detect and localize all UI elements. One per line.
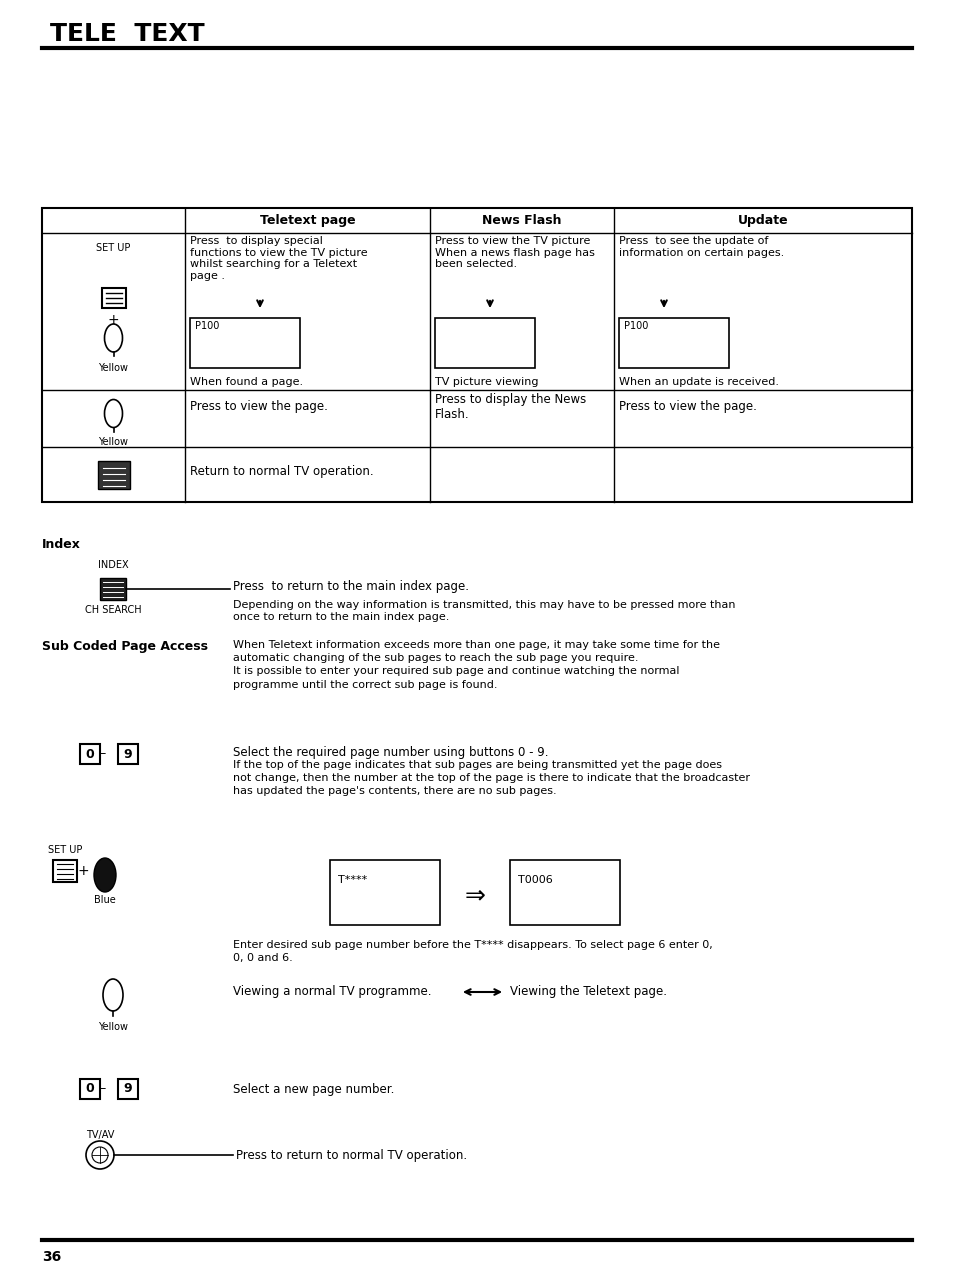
Text: Yellow: Yellow xyxy=(98,364,129,372)
Text: News Flash: News Flash xyxy=(482,214,561,227)
Text: +: + xyxy=(77,864,89,878)
Text: Viewing the Teletext page.: Viewing the Teletext page. xyxy=(510,986,666,998)
Text: INDEX: INDEX xyxy=(97,561,128,570)
Text: Press to display the News
Flash.: Press to display the News Flash. xyxy=(435,393,586,421)
Bar xyxy=(510,860,619,925)
Text: 36: 36 xyxy=(42,1251,61,1265)
Text: Select a new page number.: Select a new page number. xyxy=(233,1083,394,1096)
Text: TELE  TEXT: TELE TEXT xyxy=(50,22,204,46)
Text: ⇒: ⇒ xyxy=(464,883,485,908)
Text: 9: 9 xyxy=(124,748,132,760)
Text: Select the required page number using buttons 0 - 9.: Select the required page number using bu… xyxy=(233,746,548,759)
Bar xyxy=(101,288,126,308)
Bar xyxy=(42,209,911,502)
Bar xyxy=(97,461,130,489)
Bar xyxy=(190,317,299,369)
Text: When an update is received.: When an update is received. xyxy=(618,378,779,387)
Text: When found a page.: When found a page. xyxy=(190,378,303,387)
Text: CH SEARCH: CH SEARCH xyxy=(85,605,141,614)
Text: Update: Update xyxy=(737,214,787,227)
Bar xyxy=(330,860,439,925)
Bar xyxy=(80,1079,100,1100)
Text: Press to view the TV picture
When a news flash page has
been selected.: Press to view the TV picture When a news… xyxy=(435,236,595,269)
Bar xyxy=(118,1079,138,1100)
Text: Teletext page: Teletext page xyxy=(259,214,355,227)
Text: If the top of the page indicates that sub pages are being transmitted yet the pa: If the top of the page indicates that su… xyxy=(233,760,749,796)
Text: +: + xyxy=(108,314,119,326)
Text: Press  to return to the main index page.: Press to return to the main index page. xyxy=(233,580,469,593)
Text: once to return to the main index page.: once to return to the main index page. xyxy=(233,612,449,622)
Text: 9: 9 xyxy=(124,1083,132,1096)
Text: TV picture viewing: TV picture viewing xyxy=(435,378,537,387)
Text: SET UP: SET UP xyxy=(48,845,82,855)
Text: Press to view the page.: Press to view the page. xyxy=(190,399,328,413)
Text: 0: 0 xyxy=(86,748,94,760)
Text: Press  to see the update of
information on certain pages.: Press to see the update of information o… xyxy=(618,236,783,257)
Bar xyxy=(53,860,77,882)
Text: Blue: Blue xyxy=(94,895,115,905)
Text: Press to return to normal TV operation.: Press to return to normal TV operation. xyxy=(235,1148,467,1161)
Text: Press to view the page.: Press to view the page. xyxy=(618,399,756,413)
Text: 0: 0 xyxy=(86,1083,94,1096)
Text: SET UP: SET UP xyxy=(96,243,131,253)
Text: Viewing a normal TV programme.: Viewing a normal TV programme. xyxy=(233,986,431,998)
Text: Depending on the way information is transmitted, this may have to be pressed mor: Depending on the way information is tran… xyxy=(233,600,735,611)
Text: Index: Index xyxy=(42,538,81,550)
Text: P100: P100 xyxy=(194,321,219,332)
Text: TV/AV: TV/AV xyxy=(86,1130,114,1140)
Bar xyxy=(100,579,126,600)
Text: P100: P100 xyxy=(623,321,648,332)
Text: –: – xyxy=(100,748,106,760)
Text: Return to normal TV operation.: Return to normal TV operation. xyxy=(190,465,374,477)
Text: When Teletext information exceeds more than one page, it may take some time for : When Teletext information exceeds more t… xyxy=(233,640,720,690)
Text: –: – xyxy=(100,1083,106,1096)
Bar xyxy=(618,317,728,369)
Ellipse shape xyxy=(94,858,116,892)
Text: Yellow: Yellow xyxy=(98,1021,128,1032)
Text: Enter desired sub page number before the T**** disappears. To select page 6 ente: Enter desired sub page number before the… xyxy=(233,940,712,964)
Bar xyxy=(435,317,535,369)
Text: T0006: T0006 xyxy=(517,876,552,884)
Bar xyxy=(80,744,100,764)
Text: Sub Coded Page Access: Sub Coded Page Access xyxy=(42,640,208,653)
Bar xyxy=(118,744,138,764)
Text: Press  to display special
functions to view the TV picture
whilst searching for : Press to display special functions to vi… xyxy=(190,236,367,280)
Text: T****: T**** xyxy=(337,876,367,884)
Text: Yellow: Yellow xyxy=(98,436,129,447)
